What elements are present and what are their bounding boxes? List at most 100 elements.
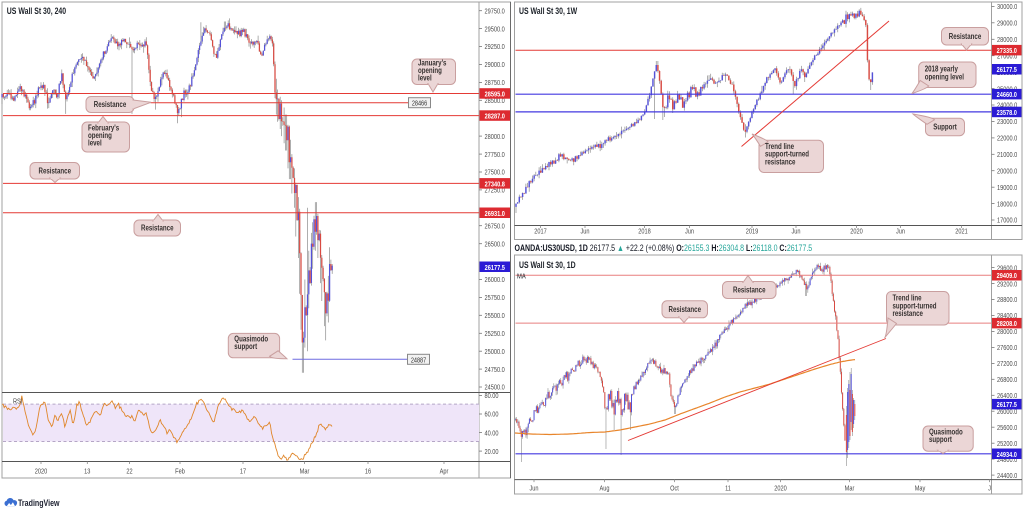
svg-text:22000.0: 22000.0 — [997, 135, 1018, 143]
svg-text:January's: January's — [418, 59, 446, 68]
svg-text:level: level — [418, 74, 432, 83]
svg-text:28400.0: 28400.0 — [997, 313, 1018, 321]
svg-text:11: 11 — [725, 485, 731, 493]
svg-text:22: 22 — [126, 468, 133, 476]
svg-text:J: J — [988, 485, 991, 493]
svg-text:27340.8: 27340.8 — [485, 181, 506, 189]
svg-text:OANDA:US30USD, 1D 26177.5 ▲ +2: OANDA:US30USD, 1D 26177.5 ▲ +22.2 (+0.08… — [515, 243, 813, 253]
svg-text:Trend line: Trend line — [765, 142, 794, 151]
svg-text:21000.0: 21000.0 — [997, 151, 1018, 159]
svg-text:26800.0: 26800.0 — [997, 376, 1018, 384]
svg-text:29409.0: 29409.0 — [997, 273, 1018, 281]
svg-text:26400.0: 26400.0 — [997, 392, 1018, 400]
svg-text:Apr: Apr — [440, 468, 449, 476]
svg-text:28800.0: 28800.0 — [997, 297, 1018, 305]
svg-text:28287.0: 28287.0 — [485, 113, 506, 121]
svg-text:24660.0: 24660.0 — [997, 92, 1018, 100]
svg-text:Quasimodo: Quasimodo — [929, 428, 963, 437]
svg-text:27335.0: 27335.0 — [997, 48, 1018, 56]
svg-text:TradingView: TradingView — [18, 498, 60, 508]
svg-text:80.00: 80.00 — [485, 393, 499, 401]
svg-text:support-turned: support-turned — [893, 302, 937, 311]
svg-text:27500.0: 27500.0 — [485, 169, 506, 177]
svg-text:27000.0: 27000.0 — [997, 53, 1018, 61]
svg-text:24000.0: 24000.0 — [997, 102, 1018, 110]
svg-text:28750.0: 28750.0 — [485, 79, 506, 87]
svg-text:18000.0: 18000.0 — [997, 201, 1018, 209]
svg-text:2021: 2021 — [955, 228, 968, 236]
svg-text:24934.0: 24934.0 — [997, 451, 1018, 459]
svg-text:2020: 2020 — [850, 228, 863, 236]
svg-text:20000.0: 20000.0 — [997, 168, 1018, 176]
svg-text:24400.0: 24400.0 — [997, 472, 1018, 480]
svg-text:2020: 2020 — [35, 468, 48, 476]
svg-text:29200.0: 29200.0 — [997, 281, 1018, 289]
svg-text:28466: 28466 — [412, 100, 428, 108]
svg-text:Jun: Jun — [529, 485, 538, 493]
svg-text:17: 17 — [240, 468, 247, 476]
svg-text:level: level — [88, 139, 102, 148]
svg-text:resistance: resistance — [893, 309, 923, 318]
svg-text:13: 13 — [84, 468, 91, 476]
svg-text:40.00: 40.00 — [485, 430, 499, 438]
svg-text:Aug: Aug — [600, 485, 610, 493]
svg-text:Jun: Jun — [685, 228, 694, 236]
svg-text:28000.0: 28000.0 — [997, 328, 1018, 336]
svg-text:Oct: Oct — [670, 485, 679, 493]
svg-text:Resistance: Resistance — [141, 224, 173, 233]
svg-text:opening level: opening level — [925, 73, 964, 82]
svg-text:26000.0: 26000.0 — [485, 277, 506, 285]
svg-text:Trend line: Trend line — [893, 294, 922, 303]
svg-text:US Wall St 30, 1W: US Wall St 30, 1W — [519, 6, 578, 16]
svg-text:23578.0: 23578.0 — [997, 109, 1018, 117]
svg-text:30000.0: 30000.0 — [997, 3, 1018, 11]
svg-text:Mar: Mar — [300, 468, 310, 476]
svg-text:27750.0: 27750.0 — [485, 151, 506, 159]
svg-text:25200.0: 25200.0 — [997, 440, 1018, 448]
svg-text:24887: 24887 — [411, 357, 427, 365]
svg-text:opening: opening — [418, 66, 442, 75]
svg-text:support-turned: support-turned — [765, 150, 809, 159]
svg-text:resistance: resistance — [765, 158, 795, 167]
svg-text:26500.0: 26500.0 — [485, 241, 506, 249]
svg-text:27250.0: 27250.0 — [485, 187, 506, 195]
svg-text:26750.0: 26750.0 — [485, 223, 506, 231]
svg-text:Resistance: Resistance — [669, 305, 701, 314]
svg-text:2018 yearly: 2018 yearly — [925, 65, 958, 74]
svg-text:28208.0: 28208.0 — [997, 320, 1018, 328]
svg-text:Resistance: Resistance — [94, 100, 126, 109]
svg-text:26177.5: 26177.5 — [485, 264, 506, 272]
svg-text:25500.0: 25500.0 — [485, 312, 506, 320]
svg-text:27200.0: 27200.0 — [997, 360, 1018, 368]
svg-text:27600.0: 27600.0 — [997, 344, 1018, 352]
svg-text:29750.0: 29750.0 — [485, 8, 506, 16]
svg-text:60.00: 60.00 — [485, 411, 499, 419]
svg-text:Support: Support — [933, 123, 957, 132]
svg-text:2019: 2019 — [746, 228, 759, 236]
svg-text:US Wall St 30, 1D: US Wall St 30, 1D — [519, 260, 576, 270]
svg-text:28000.0: 28000.0 — [485, 133, 506, 141]
svg-text:support: support — [234, 342, 257, 351]
svg-text:Resistance: Resistance — [949, 32, 981, 41]
svg-text:23000.0: 23000.0 — [997, 118, 1018, 126]
svg-text:28500.0: 28500.0 — [485, 97, 506, 105]
svg-text:2017: 2017 — [534, 228, 547, 236]
svg-text:24800.0: 24800.0 — [997, 456, 1018, 464]
svg-text:opening: opening — [88, 131, 112, 140]
svg-text:24750.0: 24750.0 — [485, 366, 506, 374]
svg-text:26931.0: 26931.0 — [485, 210, 506, 218]
svg-text:25750.0: 25750.0 — [485, 294, 506, 302]
svg-text:19000.0: 19000.0 — [997, 184, 1018, 192]
svg-text:29000.0: 29000.0 — [997, 20, 1018, 28]
svg-text:MA: MA — [517, 273, 526, 281]
svg-text:support: support — [929, 435, 952, 444]
svg-text:17000.0: 17000.0 — [997, 217, 1018, 225]
svg-text:Resistance: Resistance — [39, 167, 71, 176]
svg-text:Feb: Feb — [175, 468, 185, 476]
svg-text:February's: February's — [88, 124, 119, 133]
svg-text:26177.5: 26177.5 — [997, 402, 1018, 410]
svg-text:Quasimodo: Quasimodo — [234, 335, 268, 344]
svg-text:Mar: Mar — [845, 485, 855, 493]
svg-text:Jun: Jun — [580, 228, 589, 236]
svg-text:29000.0: 29000.0 — [485, 62, 506, 70]
